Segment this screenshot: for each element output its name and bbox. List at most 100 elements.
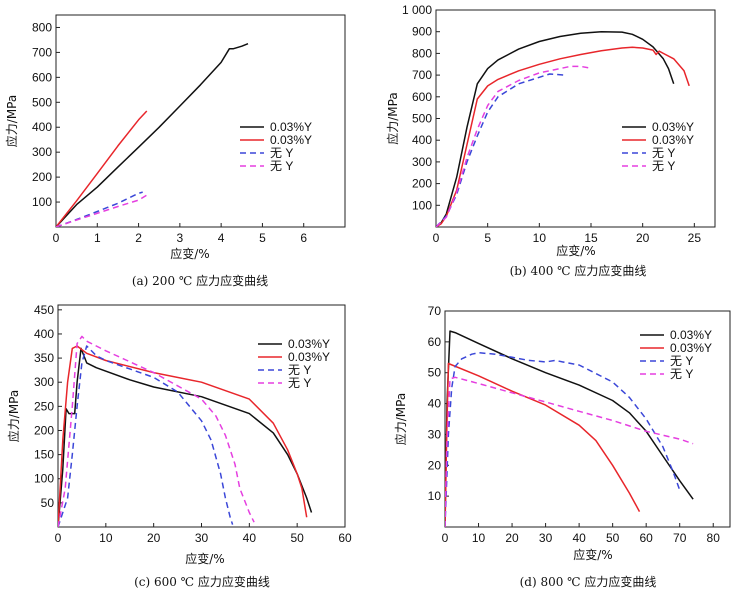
- series-line-blue-dashed: [58, 345, 234, 527]
- y-tick-label: 100: [32, 195, 52, 209]
- plot-frame: [444, 310, 731, 528]
- x-tick-label: 50: [606, 531, 620, 545]
- x-tick-label: 10: [472, 531, 486, 545]
- panel-caption: (d) 800 ℃ 应力应变曲线: [520, 574, 657, 589]
- x-tick-label: 3: [177, 231, 184, 245]
- series-line-red: [58, 345, 308, 527]
- y-tick-label: 350: [34, 351, 54, 365]
- series-line-red: [445, 362, 641, 527]
- y-tick-label: 100: [412, 198, 432, 212]
- plot-frame: [55, 14, 346, 228]
- series-line-blue-dashed: [445, 351, 681, 527]
- y-tick-label: 700: [32, 45, 52, 59]
- legend-label: 无 Y: [270, 146, 293, 160]
- legend-label: 无 Y: [670, 367, 693, 381]
- series-line-magenta-dashed: [56, 194, 148, 227]
- y-tick-label: 60: [428, 335, 442, 349]
- y-tick-label: 70: [428, 304, 442, 318]
- y-tick-label: 450: [34, 303, 54, 317]
- y-axis-label: 应力/MPa: [6, 390, 21, 442]
- series-line-magenta-dashed: [436, 65, 592, 227]
- panel-caption: (c) 600 ℃ 应力应变曲线: [134, 574, 270, 589]
- y-tick-label: 400: [34, 327, 54, 341]
- x-tick-label: 60: [338, 531, 352, 545]
- legend-label: 0.03%Y: [270, 120, 312, 134]
- y-tick-label: 50: [428, 366, 442, 380]
- x-axis-label: 应变/%: [573, 547, 612, 562]
- x-tick-label: 2: [135, 231, 142, 245]
- y-axis-label: 应力/MPa: [385, 92, 400, 144]
- x-tick-label: 30: [539, 531, 553, 545]
- x-tick-label: 10: [99, 531, 113, 545]
- x-tick-label: 50: [290, 531, 304, 545]
- y-tick-label: 300: [34, 375, 54, 389]
- x-tick-label: 5: [484, 231, 491, 245]
- plot-frame: [435, 9, 716, 228]
- series-line-black: [436, 30, 675, 227]
- legend-label: 无 Y: [288, 376, 311, 390]
- x-tick-label: 40: [572, 531, 586, 545]
- legend-label: 无 Y: [652, 159, 675, 173]
- chart-panel-4: 0 10 20 30 40 50 60 70 80 10 20 30 40 50 60 70 0.03%Y0.0…: [393, 304, 731, 589]
- y-tick-label: 20: [428, 458, 442, 472]
- legend-label: 无 Y: [270, 159, 293, 173]
- legend-label: 0.03%Y: [288, 337, 330, 351]
- y-tick-label: 1 000: [402, 3, 432, 17]
- legend-label: 0.03%Y: [670, 328, 712, 342]
- y-tick-label: 600: [32, 70, 52, 84]
- chart-panel-2: 0 5 10 15 20 25 100 200 300 400 500 600 700 800 900 1 0…: [385, 3, 716, 278]
- x-tick-label: 0: [55, 531, 62, 545]
- y-tick-label: 30: [428, 427, 442, 441]
- legend-label: 无 Y: [652, 146, 675, 160]
- legend-label: 0.03%Y: [670, 341, 712, 355]
- series-line-black: [58, 347, 313, 527]
- x-tick-label: 20: [505, 531, 519, 545]
- x-tick-label: 80: [707, 531, 721, 545]
- x-tick-label: 0: [433, 231, 440, 245]
- series-line-blue-dashed: [436, 73, 566, 227]
- y-axis-label: 应力/MPa: [4, 95, 19, 147]
- y-tick-label: 200: [34, 423, 54, 437]
- x-tick-label: 70: [673, 531, 687, 545]
- x-tick-label: 5: [259, 231, 266, 245]
- legend-label: 无 Y: [288, 363, 311, 377]
- x-tick-label: 15: [584, 231, 598, 245]
- x-tick-label: 10: [533, 231, 547, 245]
- chart-panel-3: 0 10 20 30 40 50 60 50 100 150 200 250 300 350 400 450 0…: [6, 303, 352, 589]
- y-tick-label: 300: [32, 145, 52, 159]
- series-line-black: [56, 43, 249, 227]
- y-tick-label: 600: [412, 90, 432, 104]
- x-tick-label: 0: [53, 231, 60, 245]
- y-tick-label: 10: [428, 489, 442, 503]
- series-line-red: [436, 46, 690, 227]
- y-tick-label: 100: [34, 472, 54, 486]
- x-tick-label: 40: [243, 531, 257, 545]
- legend-label: 0.03%Y: [652, 120, 694, 134]
- x-tick-label: 25: [688, 231, 702, 245]
- y-tick-label: 700: [412, 68, 432, 82]
- legend-label: 0.03%Y: [270, 133, 312, 147]
- x-tick-label: 20: [147, 531, 161, 545]
- y-tick-label: 900: [412, 25, 432, 39]
- y-tick-label: 50: [41, 496, 55, 510]
- y-tick-label: 40: [428, 397, 442, 411]
- x-tick-label: 60: [639, 531, 653, 545]
- x-tick-label: 6: [300, 231, 307, 245]
- x-axis-label: 应变/%: [556, 243, 595, 258]
- y-tick-label: 200: [32, 170, 52, 184]
- panel-caption: (a) 200 ℃ 应力应变曲线: [132, 273, 268, 288]
- legend-label: 无 Y: [670, 354, 693, 368]
- series-line-magenta-dashed: [58, 335, 255, 527]
- legend-label: 0.03%Y: [288, 350, 330, 364]
- y-tick-label: 250: [34, 399, 54, 413]
- series-line-magenta-dashed: [445, 376, 694, 527]
- series-line-red: [56, 110, 148, 227]
- y-axis-label: 应力/MPa: [393, 393, 408, 445]
- series-line-blue-dashed: [56, 191, 143, 227]
- series-line-black: [445, 330, 694, 527]
- y-tick-label: 500: [412, 112, 432, 126]
- y-tick-label: 300: [412, 155, 432, 169]
- x-tick-label: 0: [442, 531, 449, 545]
- y-tick-label: 400: [32, 120, 52, 134]
